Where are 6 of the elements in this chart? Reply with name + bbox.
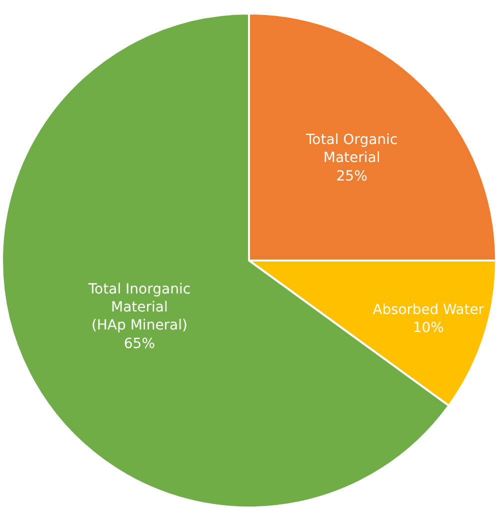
- slice-label: Total Inorganic Material (HAp Mineral): [87, 281, 191, 334]
- data-label: 65%: [124, 336, 156, 352]
- slice-label: Total Organic Material: [305, 132, 398, 166]
- data-label: 10%: [412, 320, 444, 336]
- slice-label: Absorbed Water: [372, 302, 484, 318]
- data-label: 25%: [336, 168, 368, 184]
